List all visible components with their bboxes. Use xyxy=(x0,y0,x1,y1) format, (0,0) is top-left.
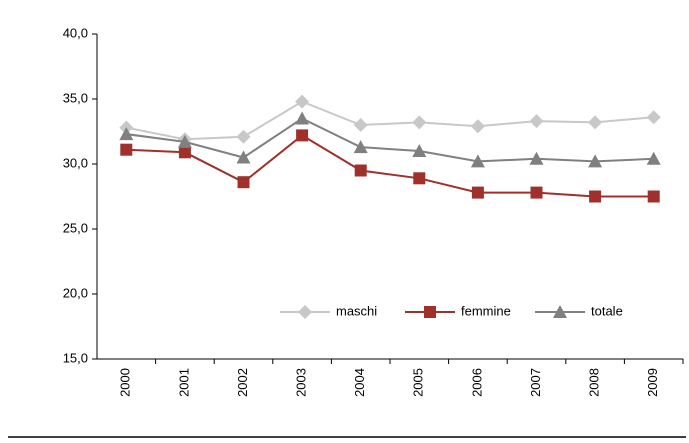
marker xyxy=(529,151,544,165)
x-tick-label: 2003 xyxy=(294,368,309,397)
marker xyxy=(646,151,661,165)
marker xyxy=(295,111,310,125)
marker xyxy=(471,186,484,199)
marker xyxy=(353,118,368,132)
legend-label: maschi xyxy=(336,303,377,318)
marker xyxy=(589,190,602,203)
legend-label: femmine xyxy=(461,303,511,318)
marker xyxy=(236,150,251,164)
x-tick-label: 2002 xyxy=(235,368,250,397)
y-tick-label: 15,0 xyxy=(63,350,88,365)
series-line xyxy=(126,117,654,163)
marker xyxy=(178,146,191,159)
marker xyxy=(553,305,567,318)
marker xyxy=(119,127,134,141)
marker xyxy=(295,94,310,109)
x-tick-label: 2005 xyxy=(411,368,426,397)
marker xyxy=(236,129,251,144)
marker xyxy=(237,176,250,189)
marker xyxy=(588,154,603,168)
y-tick-label: 20,0 xyxy=(63,285,88,300)
marker xyxy=(412,115,427,130)
marker xyxy=(296,129,309,142)
y-tick-label: 25,0 xyxy=(63,220,88,235)
y-tick-label: 30,0 xyxy=(63,155,88,170)
x-tick-label: 2004 xyxy=(352,368,367,397)
marker xyxy=(177,134,192,148)
x-tick-label: 2009 xyxy=(645,368,660,397)
series-line xyxy=(126,134,654,198)
marker xyxy=(354,164,367,177)
series-line xyxy=(126,100,654,141)
marker xyxy=(424,306,436,318)
marker xyxy=(120,143,133,156)
marker xyxy=(646,110,661,125)
y-tick-label: 40,0 xyxy=(63,25,88,40)
legend-label: totale xyxy=(591,303,623,318)
x-tick-label: 2001 xyxy=(176,368,191,397)
x-tick-label: 2007 xyxy=(528,368,543,397)
x-tick-label: 2000 xyxy=(118,368,133,397)
y-tick-label: 35,0 xyxy=(63,90,88,105)
marker xyxy=(529,114,544,129)
marker xyxy=(298,305,312,319)
marker xyxy=(353,140,368,154)
marker xyxy=(647,190,660,203)
marker xyxy=(530,186,543,199)
x-tick-label: 2008 xyxy=(587,368,602,397)
x-tick-label: 2006 xyxy=(469,368,484,397)
marker xyxy=(470,154,485,168)
marker xyxy=(470,119,485,134)
marker xyxy=(588,115,603,130)
marker xyxy=(413,172,426,185)
marker xyxy=(412,144,427,157)
